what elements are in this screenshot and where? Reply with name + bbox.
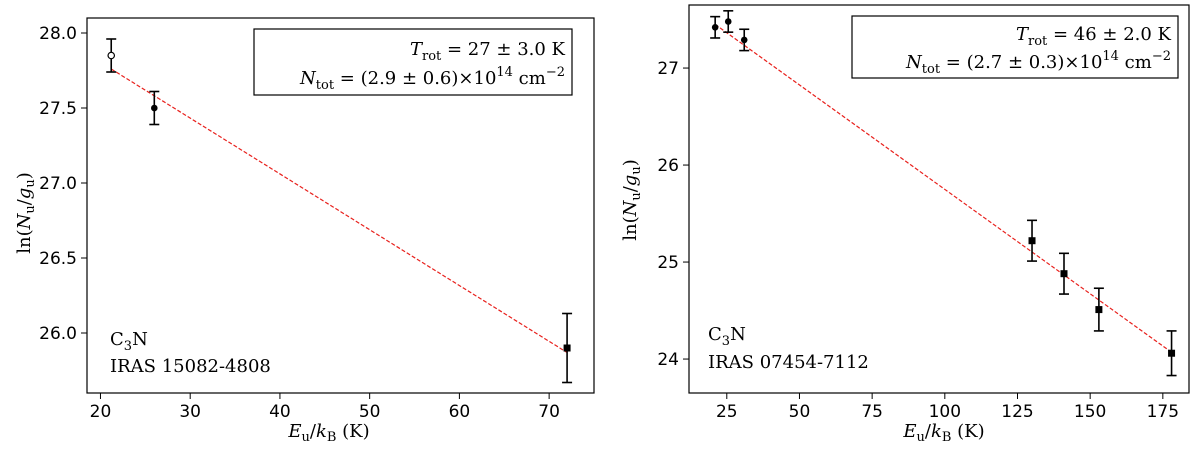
data-point [1168,349,1176,357]
data-point [1095,306,1103,314]
x-tick-label: 25 [716,402,738,422]
legend-box [253,28,573,96]
y-tick-label: 26 [657,156,679,176]
x-tick-label: 175 [1147,402,1179,422]
x-tick-label: 50 [789,402,811,422]
data-point [724,18,732,25]
legend-trot: Trot = 27 ± 3.0 K [410,39,566,64]
chart-panel-left: ln(Nu/gu) Eu/kB (K) C3N IRAS 15082-4808 … [14,17,595,445]
molecule-label: C3N [708,324,746,349]
data-point [107,51,116,60]
axes-frame [86,17,595,394]
plot-area: 25 50 75 100 125 150 175 24 25 26 27 [657,4,1190,422]
source-label: IRAS 07454-7112 [708,352,869,373]
legend-ntot: Ntot = (2.7 ± 0.3)×1014 cm−2 [905,49,1171,77]
legend-box [851,15,1179,79]
data-point [563,344,571,352]
x-tick-label: 50 [359,402,381,422]
y-tick-label: 26.0 [39,324,77,344]
fit-line [110,68,568,354]
x-tick-label: 100 [929,402,961,422]
molecule-label: C3N [110,329,148,354]
data-point [151,104,158,112]
x-tick-label: 20 [90,402,112,422]
fit-legend: Trot = 46 ± 2.0 K Ntot = (2.7 ± 0.3)×101… [851,15,1179,79]
source-label: IRAS 15082-4808 [110,356,271,377]
data-point [740,36,748,44]
fit-legend: Trot = 27 ± 3.0 K Ntot = (2.9 ± 0.6)×101… [253,28,573,96]
y-tick-label: 27.0 [39,174,77,194]
y-axis-title: ln(Nu/gu) [620,159,644,241]
y-tick-label: 25 [657,253,679,273]
x-tick-label: 150 [1074,402,1106,422]
data-point [711,24,719,31]
y-axis-title: ln(Nu/gu) [14,172,38,254]
x-axis-title: Eu/kB (K) [287,421,369,445]
legend-trot: Trot = 46 ± 2.0 K [1016,24,1172,49]
data-point [1028,237,1036,245]
legend-ntot: Ntot = (2.9 ± 0.6)×1014 cm−2 [299,65,565,93]
x-axis-title: Eu/kB (K) [902,421,984,445]
y-tick-label: 26.5 [39,249,77,269]
y-tick-label: 24 [657,350,679,370]
y-tick-label: 27.5 [39,99,77,119]
data-point [1060,270,1068,278]
x-tick-label: 125 [1001,402,1033,422]
x-tick-label: 40 [269,402,291,422]
x-tick-label: 60 [449,402,471,422]
plot-area: 20 30 40 50 60 70 26.0 26.5 27.0 27.5 28.0 [39,17,595,422]
x-tick-label: 75 [861,402,883,422]
x-tick-label: 30 [179,402,201,422]
x-tick-label: 70 [538,402,560,422]
chart-panel-right: ln(Nu/gu) Eu/kB (K) C3N IRAS 07454-7112 … [620,4,1190,445]
fit-line [714,23,1172,353]
axes-frame [688,4,1190,394]
y-tick-label: 27 [657,59,679,79]
y-tick-label: 28.0 [39,24,77,44]
